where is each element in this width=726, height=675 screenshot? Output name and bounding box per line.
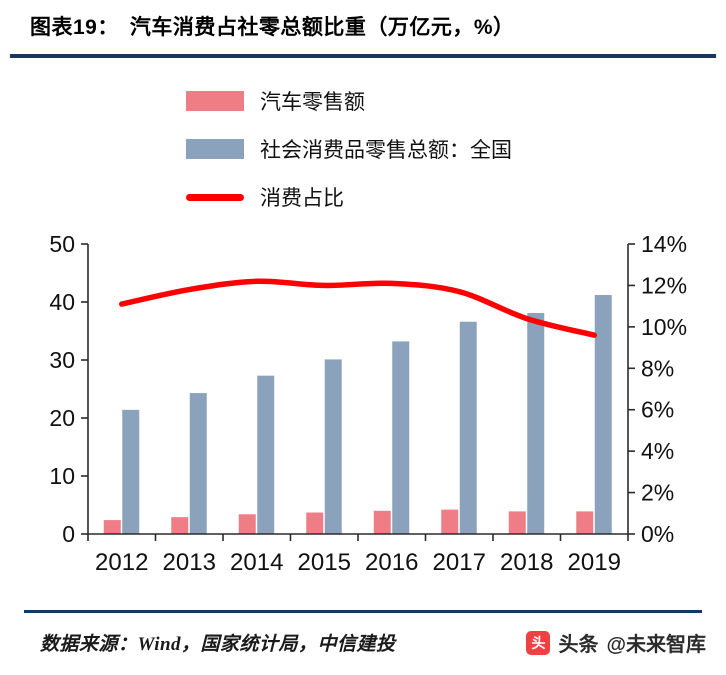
right-axis-label: 0% [641,521,674,547]
bar-2013 [171,517,189,534]
top-rule [10,54,716,58]
bar-2019 [594,295,612,534]
right-axis-label: 12% [641,272,687,298]
total-retail-swatch [186,139,244,159]
legend-label: 汽车零售额 [260,90,365,114]
x-axis-label: 2012 [95,549,148,576]
x-axis-label: 2017 [433,549,486,576]
bar-2015 [306,512,324,534]
right-axis-label: 14% [641,231,687,257]
bottom-rule [24,610,702,613]
bar-2014 [238,514,256,534]
figure-title: 图表19： 汽车消费占社零总额比重（万亿元，%） [30,16,515,39]
watermark-brand: 头条 [558,634,599,656]
right-axis-label: 2% [641,480,674,506]
legend-item-share-line: 消费占比 [186,186,726,210]
chart-area: 0 10 20 30 40 50 0% 2% 4% 6% 8% 10% 12% 14% 2012 2013 20… [8,230,726,587]
bar-2014 [257,375,275,534]
bar-2016 [392,341,410,534]
right-axis-label: 10% [641,314,687,340]
x-axis-label: 2019 [568,549,621,576]
right-axis-label: 8% [641,355,674,381]
watermark-handle: @未来智库 [606,634,706,656]
bar-2012 [103,520,121,534]
left-axis-label: 20 [49,405,75,431]
right-axis-label: 4% [641,438,674,464]
legend-item-auto-retail: 汽车零售额 [186,90,726,114]
x-axis-label: 2015 [298,549,351,576]
legend-label: 社会消费品零售总额：全国 [260,138,512,162]
share-trend-line [119,278,597,338]
left-axis-label: 10 [49,463,75,489]
watermark: 头 头条 @未来智库 [526,628,706,657]
bar-2018 [527,313,545,534]
share-line-swatch [186,193,244,201]
bar-2017 [441,509,459,534]
legend-item-total-retail: 社会消费品零售总额：全国 [186,138,726,162]
left-axis-label: 40 [49,289,75,315]
x-axis-label: 2013 [163,549,216,576]
x-axis-label: 2016 [365,549,418,576]
left-axis-label: 50 [49,231,75,257]
toutiao-icon: 头 [526,630,551,655]
left-axis-label: 0 [62,521,75,547]
auto-retail-swatch [186,91,244,111]
bar-2017 [459,321,477,534]
data-source: 数据来源：Wind，国家统计局，中信建投 [40,634,396,655]
left-axis-label: 30 [49,347,75,373]
x-axis-label: 2014 [230,549,283,576]
bar-2012 [122,409,140,534]
bar-2018 [508,511,526,534]
chart-legend: 汽车零售额 社会消费品零售总额：全国 消费占比 [186,90,726,210]
bar-2015 [324,359,342,534]
right-axis-label: 6% [641,397,674,423]
combo-bar-line-chart: 0 10 20 30 40 50 0% 2% 4% 6% 8% 10% 12% 14% 2012 2013 20… [49,231,687,576]
legend-label: 消费占比 [260,186,344,210]
bar-2013 [189,393,207,534]
footer: 数据来源：Wind，国家统计局，中信建投 头 头条 @未来智库 [0,628,726,657]
x-axis-label: 2018 [500,549,553,576]
bar-2019 [576,511,594,534]
bar-2016 [373,510,391,534]
